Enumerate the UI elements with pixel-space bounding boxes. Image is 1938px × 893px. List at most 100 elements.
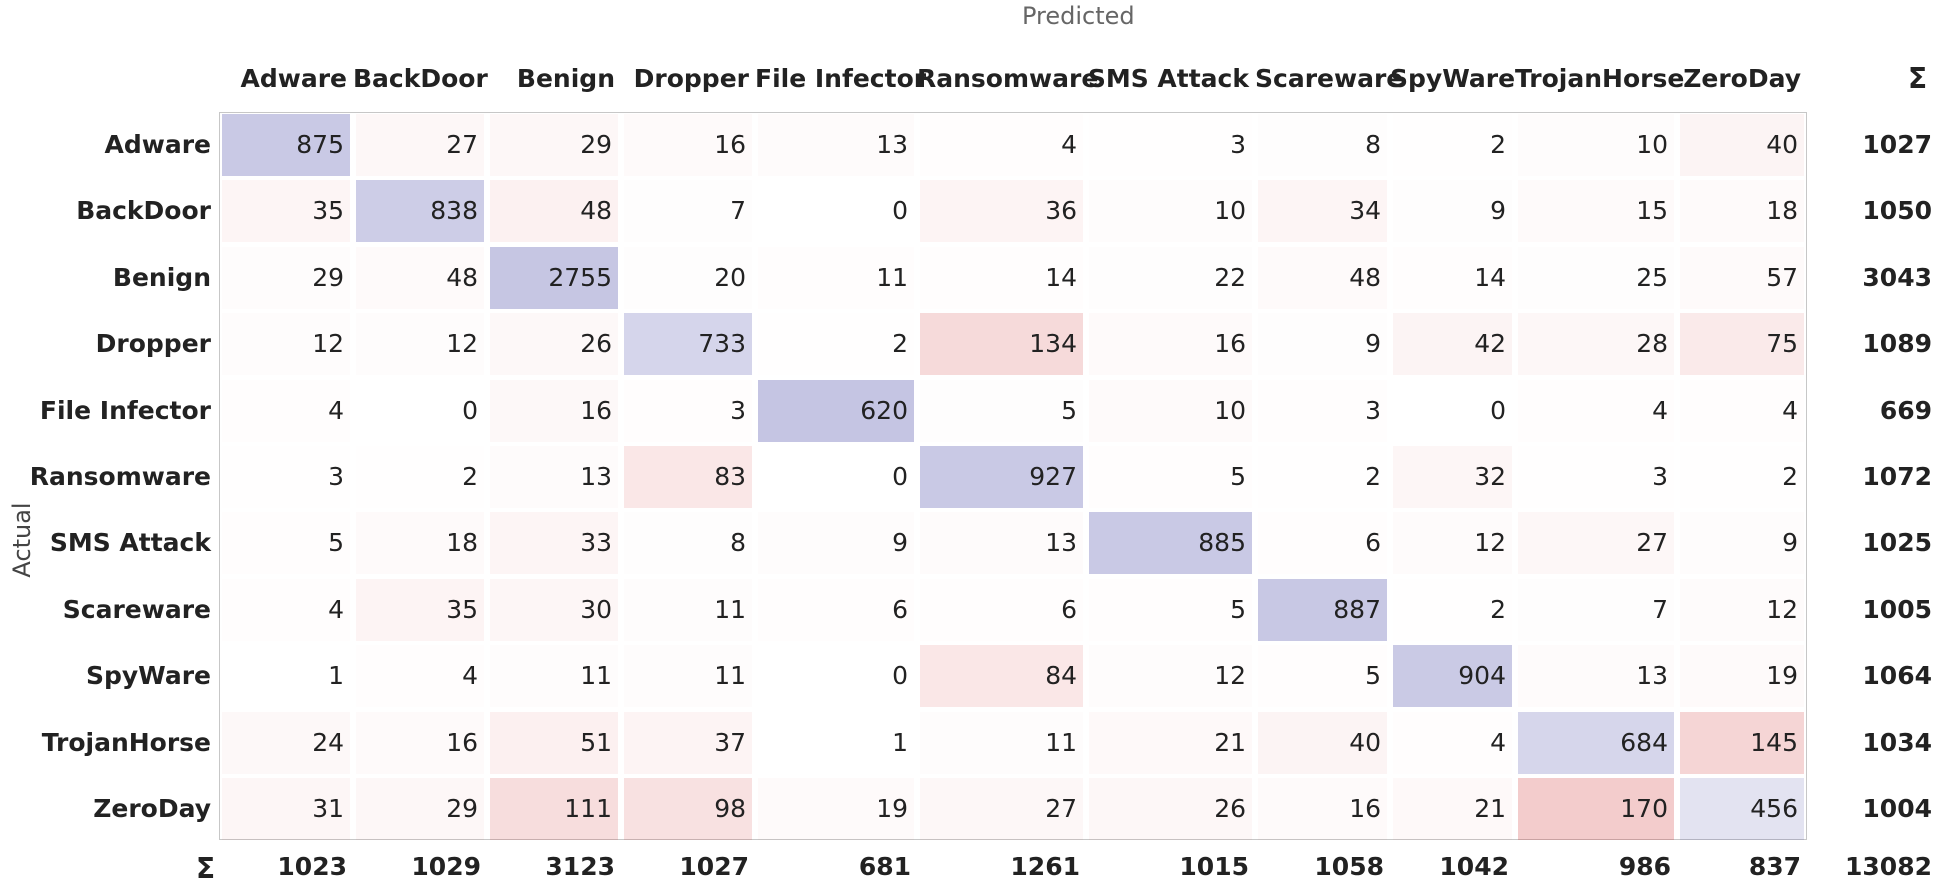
matrix-cell: 16 — [356, 712, 484, 774]
column-header: File Infector — [755, 64, 927, 93]
column-header: Scareware — [1255, 64, 1404, 93]
matrix-cell: 31 — [222, 778, 350, 840]
matrix-cell: 32 — [1393, 446, 1512, 508]
matrix-cell: 34 — [1258, 180, 1387, 243]
row-sum: 3043 — [1862, 262, 1932, 292]
matrix-cell: 98 — [624, 778, 752, 840]
matrix-cell: 11 — [580, 661, 612, 691]
matrix-cell: 19 — [1680, 645, 1804, 707]
matrix-cell: 36 — [920, 180, 1083, 243]
column-header: TrojanHorse — [1515, 64, 1685, 93]
column-header: Benign — [516, 64, 615, 93]
matrix-cell: 25 — [1636, 262, 1668, 292]
matrix-cell: 4 — [1061, 130, 1077, 159]
matrix-cell: 5 — [1365, 661, 1381, 691]
matrix-cell: 16 — [1258, 778, 1387, 840]
matrix-cell: 26 — [490, 313, 618, 375]
matrix-cell: 22 — [1214, 262, 1246, 292]
matrix-cell: 887 — [1258, 578, 1387, 641]
matrix-cell: 35 — [222, 180, 350, 243]
matrix-cell: 14 — [1474, 262, 1506, 292]
row-sum: 1005 — [1862, 594, 1932, 624]
matrix-cell: 10 — [1636, 130, 1668, 159]
matrix-cell: 3 — [328, 462, 344, 491]
column-header: Dropper — [633, 64, 749, 93]
matrix-cell: 7 — [1652, 594, 1668, 624]
matrix-cell: 7 — [730, 196, 746, 226]
matrix-cell: 9 — [1782, 528, 1798, 558]
matrix-cell: 134 — [920, 313, 1083, 376]
matrix-cell: 0 — [462, 395, 478, 425]
row-sum: 1004 — [1862, 794, 1932, 823]
row-sum: 1050 — [1862, 196, 1932, 226]
column-sum: 1015 — [1179, 852, 1249, 881]
matrix-cell: 16 — [490, 380, 618, 442]
matrix-cell: 3 — [1230, 130, 1246, 159]
sum-column-header: Σ — [1908, 62, 1928, 95]
matrix-cell: 33 — [490, 512, 618, 575]
matrix-cell: 885 — [1089, 512, 1252, 575]
column-sum: 1029 — [411, 852, 481, 881]
row-header: SpyWare — [85, 661, 211, 691]
matrix-cell: 1 — [892, 727, 908, 757]
matrix-cell: 684 — [1518, 711, 1674, 774]
matrix-cell: 2 — [462, 462, 478, 491]
matrix-cell: 4 — [1490, 727, 1506, 757]
row-header: Adware — [104, 130, 212, 159]
matrix-cell: 18 — [356, 512, 484, 574]
row-header: TrojanHorse — [41, 727, 211, 757]
column-sum: 1058 — [1314, 852, 1384, 881]
row-header: ZeroDay — [93, 794, 211, 823]
x-axis-label: Predicted — [1022, 2, 1135, 30]
matrix-cell: 13 — [580, 462, 612, 491]
matrix-cell: 37 — [624, 711, 752, 774]
matrix-cell: 3 — [1652, 462, 1668, 491]
matrix-cell: 10 — [1214, 196, 1246, 226]
matrix-cell: 9 — [1490, 196, 1506, 226]
row-header: SMS Attack — [49, 528, 211, 558]
column-header: ZeroDay — [1683, 64, 1801, 93]
matrix-cell: 3 — [1365, 395, 1381, 425]
matrix-cell: 27 — [1518, 512, 1674, 575]
column-sum: 681 — [858, 852, 911, 881]
matrix-cell: 30 — [490, 578, 618, 641]
matrix-cell: 10 — [1089, 380, 1252, 442]
column-header: Adware — [240, 64, 348, 93]
column-header: SMS Attack — [1087, 64, 1249, 93]
matrix-cell: 48 — [1258, 247, 1387, 309]
matrix-cell: 12 — [446, 329, 478, 359]
matrix-cell: 20 — [714, 262, 746, 292]
matrix-cell: 57 — [1680, 247, 1804, 309]
matrix-cell: 6 — [1061, 594, 1077, 624]
matrix-cell: 733 — [624, 313, 752, 376]
matrix-cell: 838 — [356, 180, 484, 243]
matrix-cell: 29 — [490, 114, 618, 176]
matrix-cell: 2755 — [490, 246, 618, 309]
matrix-cell: 13 — [1636, 661, 1668, 691]
matrix-cell: 927 — [920, 446, 1083, 508]
matrix-cell: 48 — [490, 180, 618, 243]
column-sum: 1027 — [679, 852, 749, 881]
matrix-cell: 145 — [1680, 711, 1804, 774]
matrix-cell: 875 — [222, 114, 350, 176]
matrix-cell: 29 — [356, 778, 484, 840]
matrix-cell: 51 — [490, 711, 618, 774]
matrix-frame — [219, 112, 1807, 840]
matrix-cell: 456 — [1680, 778, 1804, 840]
matrix-cell: 8 — [730, 528, 746, 558]
matrix-cell: 0 — [892, 196, 908, 226]
row-sum: 1034 — [1862, 727, 1932, 757]
matrix-cell: 12 — [1474, 528, 1506, 558]
row-sum: 1072 — [1862, 462, 1932, 491]
matrix-cell: 26 — [1089, 778, 1252, 840]
row-sum: 1025 — [1862, 528, 1932, 558]
matrix-cell: 11 — [714, 594, 746, 624]
column-sum: 837 — [1748, 852, 1801, 881]
matrix-cell: 0 — [892, 462, 908, 491]
matrix-cell: 13 — [876, 130, 908, 159]
row-header: Dropper — [95, 329, 211, 359]
matrix-cell: 6 — [1365, 528, 1381, 558]
matrix-cell: 12 — [312, 329, 344, 359]
matrix-cell: 11 — [876, 262, 908, 292]
row-sum: 1089 — [1862, 329, 1932, 359]
